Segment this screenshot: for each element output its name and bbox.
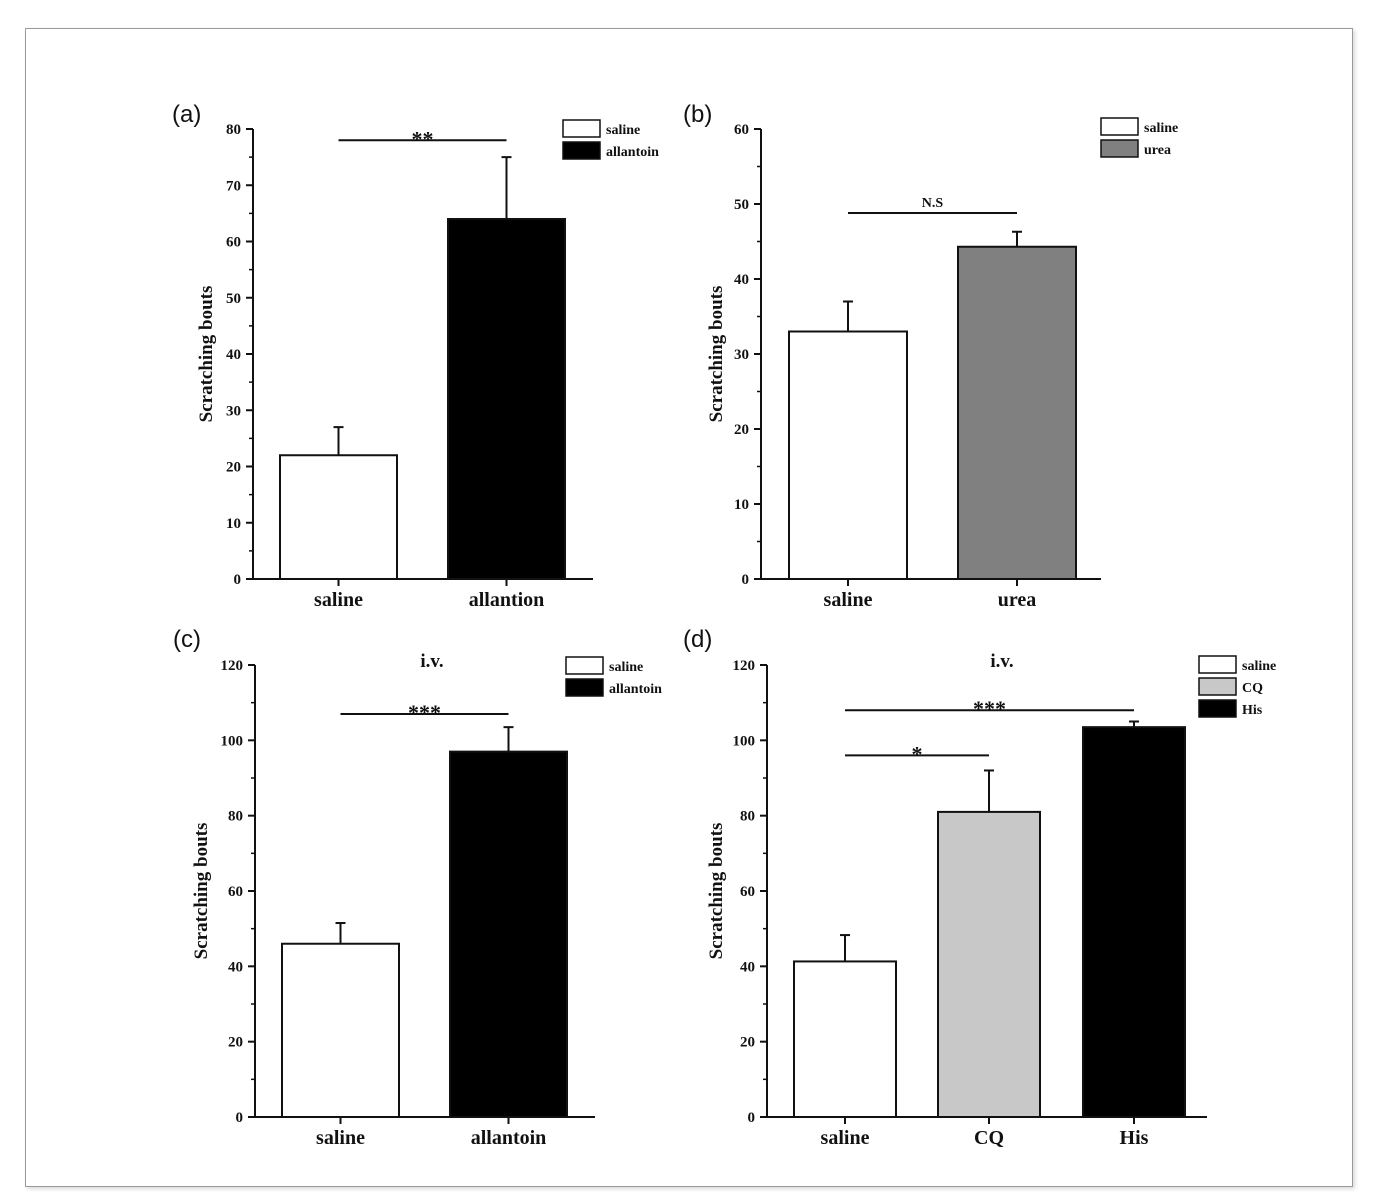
y-tick-label: 100 — [733, 733, 756, 749]
y-tick-label: 120 — [733, 658, 756, 674]
category-label: urea — [998, 589, 1037, 611]
panel-a: (a) saline allantion 0 10 20 30 40 50 60 70 80 Scrat… — [172, 101, 659, 611]
y-tick-label: 60 — [228, 884, 243, 900]
legend-swatch — [565, 656, 604, 675]
y-tick-label: 80 — [228, 809, 243, 825]
category-label: saline — [824, 589, 873, 611]
legend-swatch — [562, 141, 601, 160]
bar-allantoin — [449, 750, 568, 1119]
panel-label: (b) — [683, 101, 712, 128]
legend-swatch — [1198, 655, 1237, 674]
y-axis-title: Scratching bouts — [191, 823, 212, 960]
y-tick-label: 40 — [740, 959, 755, 975]
legend-swatch — [1100, 117, 1139, 136]
legend-label: saline — [609, 660, 643, 675]
y-tick-label: 20 — [734, 422, 749, 438]
legend-label: urea — [1144, 143, 1171, 158]
y-tick-label: 60 — [740, 884, 755, 900]
y-tick-label: 50 — [734, 197, 749, 213]
legend-label: His — [1242, 703, 1263, 718]
y-tick-label: 60 — [226, 235, 241, 251]
y-tick-label: 0 — [236, 1110, 244, 1126]
panel-d: (d) saline CQ His 0 20 40 60 80 100 120 Scratching … — [683, 626, 1276, 1149]
panel-b: (b) saline urea 0 10 20 30 40 50 60 Scratching bou… — [683, 101, 1178, 611]
legend-label: allantoin — [606, 145, 659, 160]
y-tick-label: 60 — [734, 122, 749, 138]
y-tick-label: 10 — [734, 497, 749, 513]
category-label: saline — [314, 589, 363, 611]
legend-label: saline — [1242, 659, 1276, 674]
y-tick-label: 0 — [748, 1110, 756, 1126]
y-tick-label: 40 — [734, 272, 749, 288]
y-tick-label: 120 — [221, 658, 244, 674]
panel-label: (c) — [173, 626, 201, 653]
y-tick-label: 20 — [740, 1035, 755, 1051]
y-tick-label: 30 — [734, 347, 749, 363]
y-tick-label: 0 — [742, 572, 750, 588]
y-axis-title: Scratching bouts — [196, 286, 217, 423]
legend-label: saline — [1144, 121, 1178, 136]
y-axis-title: Scratching bouts — [706, 286, 727, 423]
route-annotation: i.v. — [420, 651, 443, 672]
category-label: saline — [316, 1127, 365, 1149]
bar-cq — [937, 810, 1041, 1119]
legend-label: allantoin — [609, 682, 662, 697]
y-tick-label: 100 — [221, 733, 244, 749]
category-label: His — [1120, 1127, 1149, 1149]
bar-saline — [279, 454, 398, 580]
y-axis-title: Scratching bouts — [706, 823, 727, 960]
bar-his — [1082, 726, 1186, 1119]
legend-swatch — [1198, 677, 1237, 696]
panel-label: (d) — [683, 626, 712, 653]
y-tick-label: 50 — [226, 291, 241, 307]
category-label: CQ — [974, 1127, 1004, 1149]
legend-swatch — [565, 678, 604, 697]
bar-saline — [281, 942, 400, 1118]
route-annotation: i.v. — [990, 651, 1013, 672]
significance-label: *** — [408, 700, 441, 725]
significance-label: ** — [412, 126, 434, 151]
panel-c: (c) saline allantoin 0 20 40 60 80 100 120 Scratch… — [173, 626, 662, 1149]
bar-allantion — [447, 218, 566, 580]
legend-swatch — [1198, 699, 1237, 718]
category-label: saline — [821, 1127, 870, 1149]
y-tick-label: 80 — [740, 809, 755, 825]
y-tick-label: 30 — [226, 403, 241, 419]
legend-swatch — [1100, 139, 1139, 158]
panel-label: (a) — [172, 101, 201, 128]
y-tick-label: 70 — [226, 178, 241, 194]
legend-swatch — [562, 119, 601, 138]
significance-label: * — [912, 741, 923, 766]
y-tick-label: 80 — [226, 122, 241, 138]
legend-label: saline — [606, 123, 640, 138]
category-label: allantoin — [471, 1127, 547, 1149]
y-tick-label: 20 — [228, 1035, 243, 1051]
y-tick-label: 0 — [234, 572, 242, 588]
category-label: allantion — [469, 589, 545, 611]
y-tick-label: 40 — [226, 347, 241, 363]
y-tick-label: 10 — [226, 516, 241, 532]
legend-label: CQ — [1242, 681, 1263, 696]
bar-saline — [793, 960, 897, 1118]
significance-label: *** — [973, 696, 1006, 721]
y-tick-label: 40 — [228, 959, 243, 975]
bar-urea — [957, 245, 1077, 580]
bar-saline — [788, 330, 908, 580]
y-tick-label: 20 — [226, 460, 241, 476]
significance-label: N.S — [922, 196, 944, 211]
